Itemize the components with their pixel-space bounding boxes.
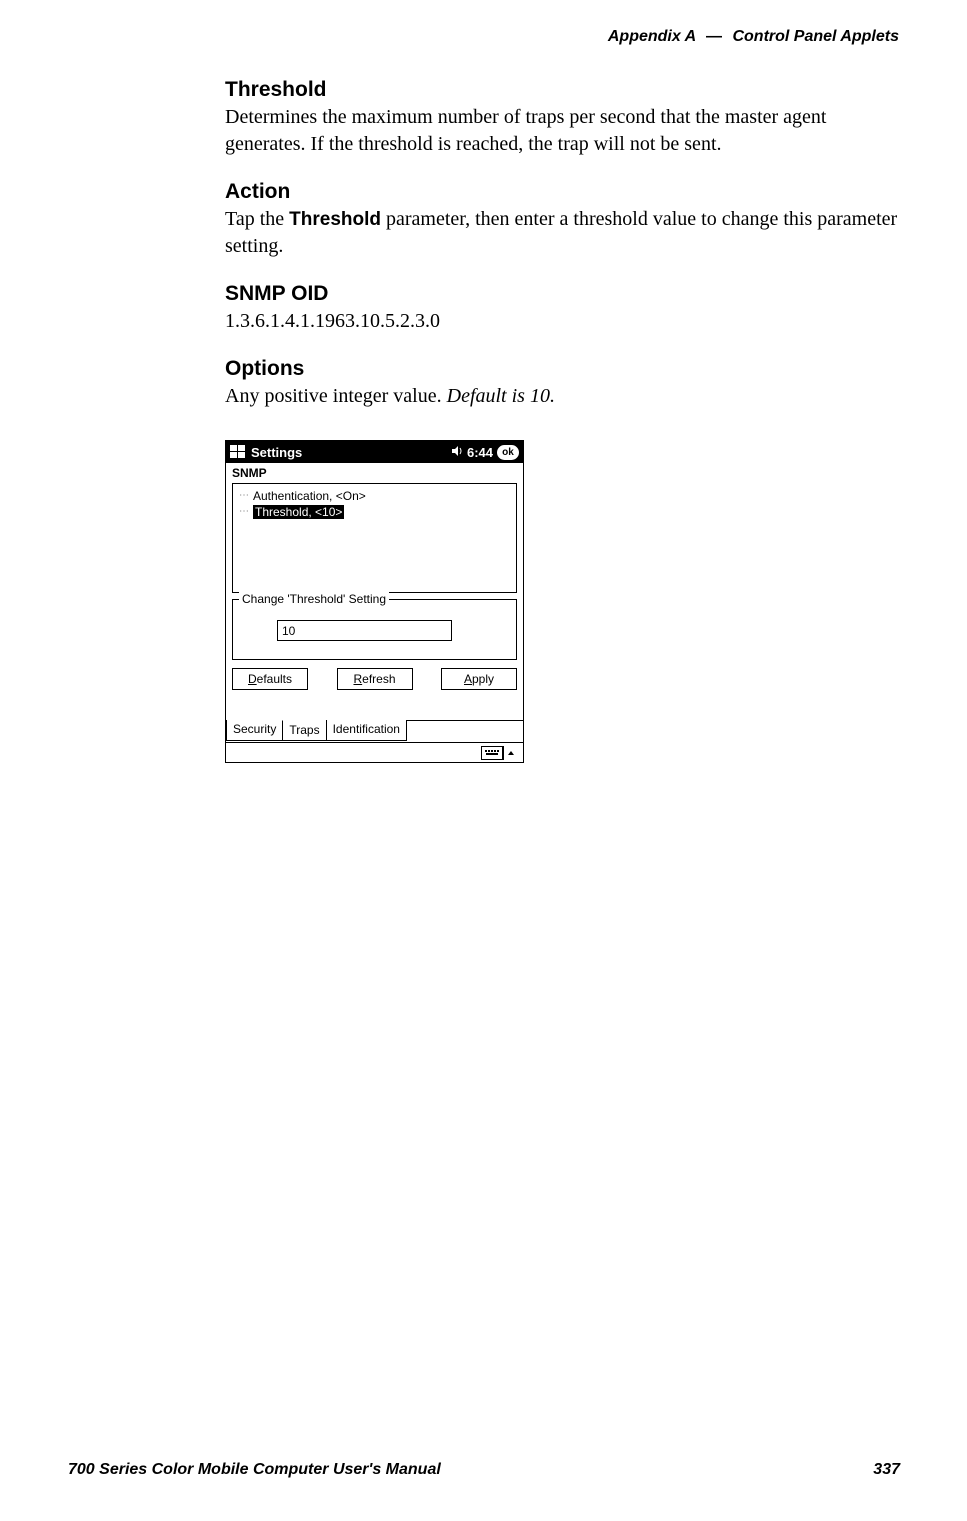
tab-traps[interactable]: Traps [282, 720, 326, 741]
apply-button[interactable]: Apply [441, 668, 517, 690]
refresh-rest: efresh [362, 672, 395, 686]
defaults-accel: D [248, 672, 257, 686]
threshold-input[interactable] [277, 620, 452, 641]
heading-action: Action [225, 180, 905, 204]
footer-page-number: 337 [873, 1461, 900, 1479]
device-screenshot: Settings 6:44 ok SNMP ⋯ Authentication, … [225, 440, 524, 763]
apply-accel: A [464, 672, 472, 686]
titlebar-title: Settings [251, 445, 451, 460]
heading-snmp-oid: SNMP OID [225, 282, 905, 306]
defaults-button[interactable]: Defaults [232, 668, 308, 690]
running-header: Appendix A — Control Panel Applets [608, 28, 899, 46]
keyboard-icon[interactable] [481, 746, 503, 760]
fieldset-legend: Change 'Threshold' Setting [239, 592, 389, 606]
options-prefix: Any positive integer value. [225, 385, 447, 407]
action-bold: Threshold [289, 209, 381, 230]
change-setting-fieldset: Change 'Threshold' Setting [232, 599, 517, 660]
up-arrow-icon[interactable] [503, 746, 517, 760]
page-content: Threshold Determines the maximum number … [225, 78, 905, 763]
tab-bar: Security Traps Identification [226, 720, 523, 742]
tab-security[interactable]: Security [226, 720, 283, 741]
speaker-icon[interactable] [451, 445, 465, 460]
value-snmp-oid: 1.3.6.1.4.1.1963.10.5.2.3.0 [225, 308, 905, 335]
button-row: Defaults Refresh Apply [226, 668, 523, 700]
tree-connector-icon: ⋯ [239, 507, 253, 517]
refresh-button[interactable]: Refresh [337, 668, 413, 690]
tab-identification[interactable]: Identification [326, 720, 407, 741]
tree-item-label-selected: Threshold, <10> [253, 505, 344, 519]
heading-threshold: Threshold [225, 78, 905, 102]
footer-manual-title: 700 Series Color Mobile Computer User's … [68, 1461, 441, 1479]
tree-item-authentication[interactable]: ⋯ Authentication, <On> [239, 488, 510, 504]
tree-connector-icon: ⋯ [239, 491, 253, 501]
start-icon[interactable] [229, 444, 247, 460]
tree-view[interactable]: ⋯ Authentication, <On> ⋯ Threshold, <10> [232, 483, 517, 593]
app-label: SNMP [226, 463, 523, 483]
action-prefix: Tap the [225, 208, 289, 230]
options-italic: Default is 10. [447, 385, 555, 407]
apply-rest: pply [472, 672, 494, 686]
body-threshold: Determines the maximum number of traps p… [225, 104, 905, 158]
heading-options: Options [225, 357, 905, 381]
tree-item-label: Authentication, <On> [253, 489, 366, 503]
titlebar: Settings 6:44 ok [226, 441, 523, 463]
header-separator: — [706, 28, 722, 45]
header-chapter: Control Panel Applets [732, 28, 899, 45]
body-options: Any positive integer value. Default is 1… [225, 383, 905, 410]
refresh-accel: R [353, 672, 362, 686]
sip-bar [226, 742, 523, 762]
page-footer: 700 Series Color Mobile Computer User's … [68, 1461, 900, 1479]
ok-button[interactable]: ok [497, 445, 519, 460]
body-action: Tap the Threshold parameter, then enter … [225, 206, 905, 260]
header-appendix: Appendix A [608, 28, 696, 45]
tree-item-threshold[interactable]: ⋯ Threshold, <10> [239, 504, 510, 520]
defaults-rest: efaults [257, 672, 292, 686]
titlebar-time[interactable]: 6:44 [467, 445, 493, 460]
